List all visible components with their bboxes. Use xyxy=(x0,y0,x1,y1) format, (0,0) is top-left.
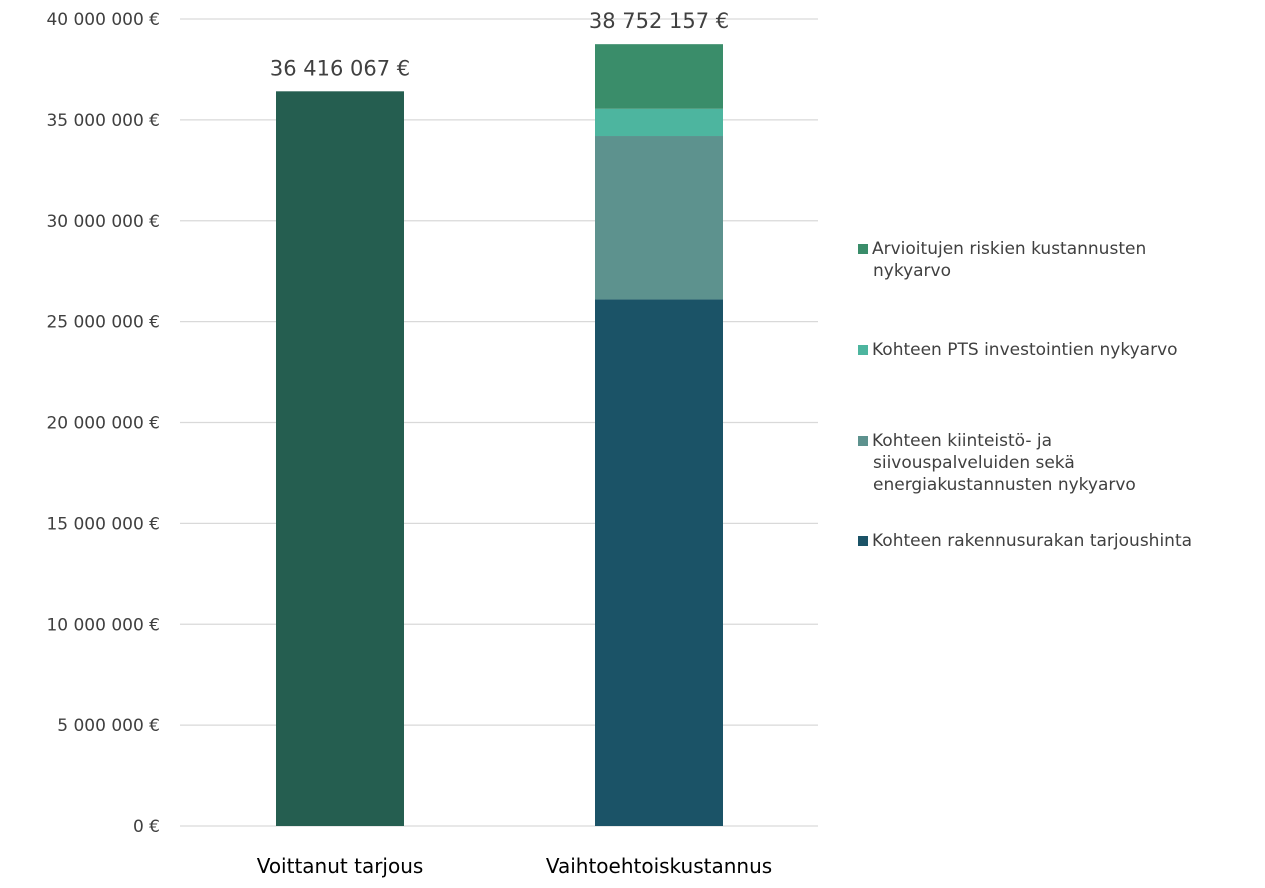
legend-item-pts: Kohteen PTS investointien nykyarvo xyxy=(858,339,1178,361)
y-tick-label: 10 000 000 € xyxy=(46,615,160,635)
bars xyxy=(276,44,723,826)
bar-segment-3 xyxy=(595,44,723,109)
legend-label-cont: nykyarvo xyxy=(873,261,952,281)
legend-swatch-risks xyxy=(858,244,868,254)
legend-swatch-construction xyxy=(858,536,868,546)
y-tick-label: 35 000 000 € xyxy=(46,111,160,131)
legend-item-property-services: Kohteen kiinteistö- ja siivouspalveluide… xyxy=(858,430,1136,496)
y-tick-label: 15 000 000 € xyxy=(46,514,160,534)
bar-segment-1 xyxy=(595,136,723,300)
legend-label-cont: energiakustannusten nykyarvo xyxy=(873,475,1136,495)
legend-label: Kohteen kiinteistö- ja xyxy=(872,431,1053,451)
y-tick-label: 30 000 000 € xyxy=(46,212,160,232)
x-axis-category-labels: Voittanut tarjous Vaihtoehtoiskustannus xyxy=(257,854,772,878)
legend-item-construction: Kohteen rakennusurakan tarjoushinta xyxy=(858,530,1192,552)
bar-voittanut-tarjous xyxy=(276,91,404,826)
legend-swatch-pts xyxy=(858,345,868,355)
x-tick-label: Vaihtoehtoiskustannus xyxy=(546,854,772,878)
legend-label-cont: siivouspalveluiden sekä xyxy=(873,453,1075,473)
y-tick-label: 20 000 000 € xyxy=(46,414,160,434)
bar-segment-2 xyxy=(595,108,723,137)
total-label: 38 752 157 € xyxy=(589,9,729,33)
y-tick-label: 5 000 000 € xyxy=(57,716,160,736)
legend-item-risks: Arvioitujen riskien kustannusten nykyarv… xyxy=(858,238,1146,282)
legend-label: Arvioitujen riskien kustannusten xyxy=(872,239,1147,259)
total-labels: 36 416 067 € 38 752 157 € xyxy=(270,9,729,80)
y-tick-label: 40 000 000 € xyxy=(46,10,160,30)
y-tick-label: 25 000 000 € xyxy=(46,313,160,333)
legend-swatch-property-services xyxy=(858,436,868,446)
x-tick-label: Voittanut tarjous xyxy=(257,854,424,878)
y-axis-tick-labels: 0 € 5 000 000 € 10 000 000 € 15 000 000 € 20… xyxy=(46,10,160,837)
legend-label: Kohteen PTS investointien nykyarvo xyxy=(872,340,1178,360)
y-tick-label: 0 € xyxy=(133,817,160,837)
legend-label: Kohteen rakennusurakan tarjoushinta xyxy=(872,531,1193,551)
total-label: 36 416 067 € xyxy=(270,56,410,80)
bar-segment-0 xyxy=(595,299,723,826)
